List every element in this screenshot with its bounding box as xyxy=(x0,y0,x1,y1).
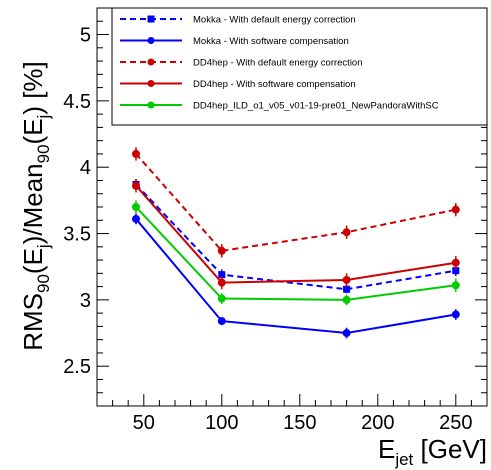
ylabel-part-1: RMS xyxy=(18,293,48,351)
ylabel-sub-3: 90 xyxy=(34,144,53,163)
series-4 xyxy=(132,179,460,290)
legend-label: Mokka - With software compensation xyxy=(193,36,349,47)
data-point xyxy=(451,258,460,267)
data-point xyxy=(132,214,140,223)
series-3 xyxy=(132,147,460,258)
data-point xyxy=(452,267,460,275)
legend-item-3: DD4hep - With default energy correction xyxy=(120,58,363,69)
x-tick-label: 250 xyxy=(439,412,472,434)
y-tick-label: 5 xyxy=(80,25,91,47)
ylabel-sub-4: j xyxy=(34,115,53,120)
ylabel-part-3: )/Mean xyxy=(18,163,48,244)
x-tick-label: 150 xyxy=(283,412,316,434)
y-tick-label: 2.5 xyxy=(63,356,91,378)
legend-item-5: DD4hep_ILD_o1_v05_v01-19-pre01_NewPandor… xyxy=(120,101,439,112)
y-tick-label: 4.5 xyxy=(63,91,91,113)
ylabel-part-5: ) [%] xyxy=(18,61,48,114)
legend-marker xyxy=(147,15,155,23)
series-layer xyxy=(132,147,460,339)
series-line xyxy=(135,185,456,284)
data-point xyxy=(217,294,226,303)
legend: Mokka - With default energy correction Mo… xyxy=(111,7,488,126)
legend-label: DD4hep - With default energy correction xyxy=(193,58,363,69)
x-tick-label: 200 xyxy=(361,412,394,434)
data-point xyxy=(342,329,351,338)
ylabel-part-2: (E xyxy=(18,248,48,274)
ylabel-sub-2: j xyxy=(34,244,53,249)
xlabel-rest: [GeV] xyxy=(413,434,487,464)
legend-label: Mokka - With default energy correction xyxy=(193,15,356,26)
series-line xyxy=(135,153,457,252)
legend-label: DD4hep_ILD_o1_v05_v01-19-pre01_NewPandor… xyxy=(193,101,439,112)
legend-marker xyxy=(147,58,155,66)
data-point xyxy=(342,275,351,284)
y-tick-label: 4 xyxy=(80,157,91,179)
legend-marker xyxy=(147,80,155,87)
legend-item-2: Mokka - With software compensation xyxy=(120,36,349,47)
legend-item-4: DD4hep - With software compensation xyxy=(120,79,356,90)
x-tick-label: 50 xyxy=(133,412,155,434)
data-point xyxy=(343,285,351,293)
y-tick-label: 3.5 xyxy=(63,224,91,246)
legend-item-1: Mokka - With default energy correction xyxy=(120,15,356,26)
data-point xyxy=(451,205,460,214)
data-point xyxy=(451,310,460,319)
series-5 xyxy=(132,200,460,306)
data-point xyxy=(132,181,140,190)
data-point xyxy=(217,278,226,287)
data-point xyxy=(342,228,351,237)
data-point xyxy=(217,246,226,255)
y-axis-title: RMS90(Ej)/Mean90(Ej) [%] xyxy=(18,61,53,351)
y-tick-label: 3 xyxy=(80,290,91,312)
ylabel-sub-1: 90 xyxy=(34,274,53,293)
legend-label: DD4hep - With software compensation xyxy=(193,79,356,90)
xlabel-base: E xyxy=(378,434,395,464)
data-point xyxy=(132,149,140,158)
series-2 xyxy=(132,213,460,339)
x-axis-title: Ejet [GeV] xyxy=(378,434,487,469)
data-point xyxy=(218,271,226,279)
series-line xyxy=(135,206,456,301)
data-point xyxy=(451,281,460,290)
data-point xyxy=(132,203,140,211)
series-line xyxy=(135,218,456,335)
ylabel-part-4: (E xyxy=(18,118,48,144)
series-line xyxy=(135,183,456,291)
xlabel-sub: jet xyxy=(394,450,413,469)
legend-marker xyxy=(147,37,155,44)
legend-marker xyxy=(147,101,155,109)
x-tick-label: 100 xyxy=(205,412,238,434)
data-point xyxy=(217,317,226,326)
data-point xyxy=(342,295,351,304)
